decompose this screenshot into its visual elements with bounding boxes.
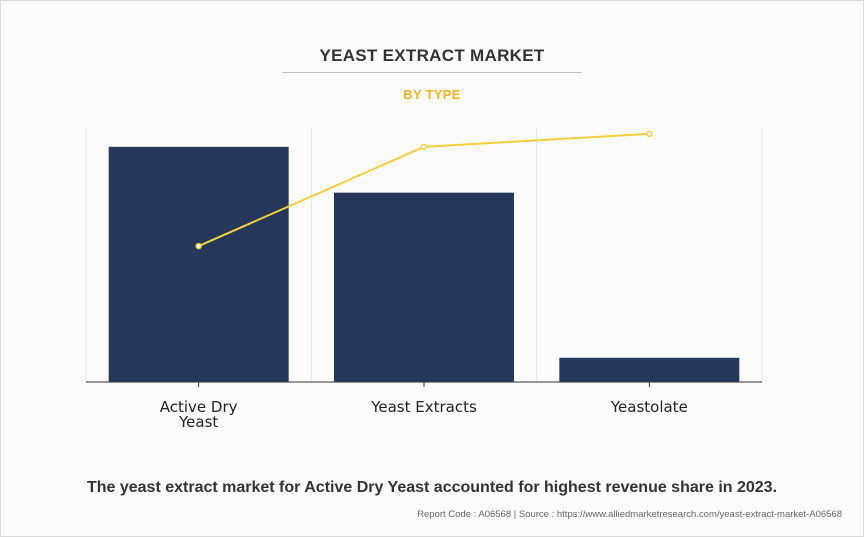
x-tick-label-line: Active Dry xyxy=(159,398,238,416)
grid-layer xyxy=(85,128,763,382)
chart-caption: The yeast extract market for Active Dry … xyxy=(86,479,778,496)
x-tick-marks xyxy=(198,382,650,387)
line-point xyxy=(646,130,653,138)
bar-yeast-extracts xyxy=(334,192,514,382)
x-tick-label-line: Yeast Extracts xyxy=(371,398,477,416)
x-tick-label: Yeastolate xyxy=(559,400,739,415)
chart-subtitle: BY TYPE xyxy=(403,87,461,102)
x-tick-label-line: Yeastolate xyxy=(610,398,688,416)
line-point xyxy=(195,242,202,250)
x-tick-label-line: Yeast xyxy=(179,413,219,431)
title-divider xyxy=(282,72,582,73)
x-tick-label: Yeast Extracts xyxy=(334,400,514,415)
chart-title: YEAST EXTRACT MARKET xyxy=(319,46,545,65)
x-tick-label: Active Dry Yeast xyxy=(109,400,289,430)
source-footer: Report Code : A06568 | Source : https://… xyxy=(417,509,842,520)
line-point xyxy=(420,143,428,151)
bar-layer xyxy=(108,146,740,382)
line-series-layer xyxy=(195,130,653,250)
bar-active-dry-yeast xyxy=(108,146,289,382)
bar-yeastolate xyxy=(559,357,740,382)
